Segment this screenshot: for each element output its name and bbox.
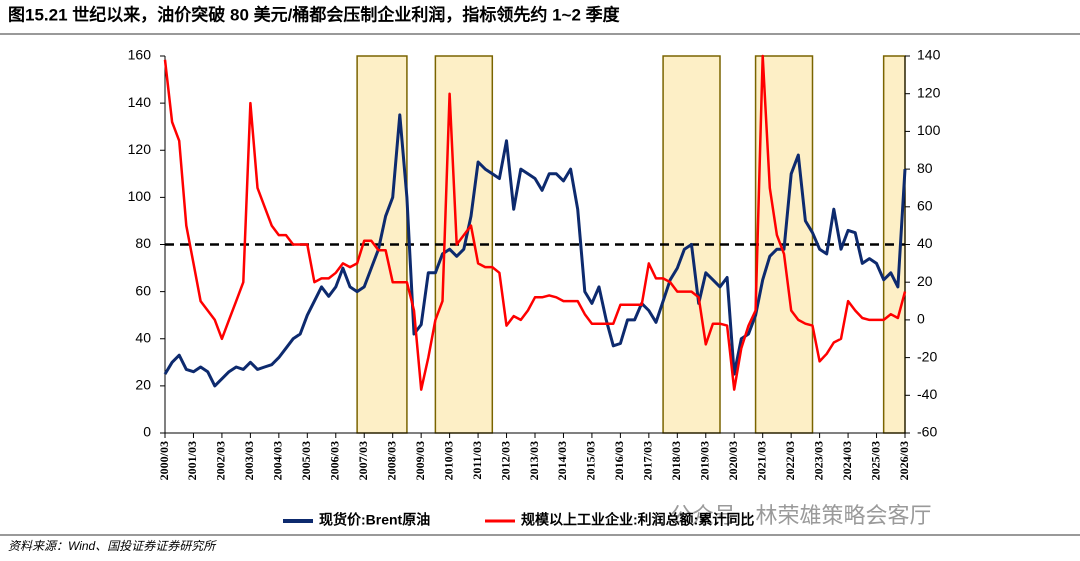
- y2-tick-label: -40: [917, 386, 937, 402]
- x-tick-label: 2006/03: [328, 441, 342, 480]
- y-tick-label: 40: [135, 329, 151, 345]
- x-tick-label: 2013/03: [527, 441, 541, 480]
- y-tick-label: 120: [128, 141, 152, 157]
- x-tick-label: 2004/03: [271, 441, 285, 480]
- y2-tick-label: 0: [917, 311, 925, 327]
- x-tick-label: 2012/03: [498, 441, 512, 480]
- watermark: 公众号 · 林荣雄策略会客厅: [670, 503, 932, 528]
- x-tick-label: 2014/03: [555, 441, 569, 480]
- y-tick-label: 20: [135, 377, 151, 393]
- x-tick-label: 2001/03: [185, 441, 199, 480]
- x-tick-label: 2022/03: [783, 441, 797, 480]
- y2-tick-label: 60: [917, 198, 933, 214]
- x-tick-label: 2023/03: [811, 441, 825, 480]
- x-tick-label: 2000/03: [157, 441, 171, 480]
- x-tick-label: 2007/03: [356, 441, 370, 480]
- x-tick-label: 2025/03: [868, 441, 882, 480]
- x-tick-label: 2019/03: [698, 441, 712, 480]
- legend-label: 现货价:Brent原油: [319, 512, 430, 528]
- x-tick-label: 2011/03: [470, 441, 484, 480]
- x-tick-label: 2020/03: [726, 441, 740, 480]
- x-tick-label: 2002/03: [214, 441, 228, 480]
- x-tick-label: 2016/03: [612, 441, 626, 480]
- y-tick-label: 140: [128, 94, 152, 110]
- y-tick-label: 60: [135, 282, 151, 298]
- y-tick-label: 0: [143, 424, 151, 440]
- chart-title: 图15.21 世纪以来，油价突破 80 美元/桶都会压制企业利润，指标领先约 1…: [8, 4, 621, 24]
- source-note: 资料来源：Wind、国投证券证券研究所: [8, 539, 217, 553]
- y2-tick-label: -20: [917, 348, 937, 364]
- x-tick-label: 2005/03: [299, 441, 313, 480]
- y2-tick-label: 120: [917, 84, 941, 100]
- x-tick-label: 2017/03: [641, 441, 655, 480]
- x-tick-label: 2024/03: [840, 441, 854, 480]
- y-tick-label: 80: [135, 235, 151, 251]
- x-tick-label: 2003/03: [242, 441, 256, 480]
- x-tick-label: 2009/03: [413, 441, 427, 480]
- y2-tick-label: 100: [917, 122, 941, 138]
- y2-tick-label: 140: [917, 47, 941, 63]
- y-tick-label: 100: [128, 188, 152, 204]
- y2-tick-label: 40: [917, 235, 933, 251]
- x-tick-label: 2008/03: [384, 441, 398, 480]
- y2-tick-label: -60: [917, 424, 937, 440]
- x-tick-label: 2010/03: [441, 441, 455, 480]
- x-tick-label: 2021/03: [754, 441, 768, 480]
- x-tick-label: 2015/03: [584, 441, 598, 480]
- x-tick-label: 2026/03: [897, 441, 911, 480]
- y-tick-label: 160: [128, 47, 152, 63]
- x-tick-label: 2018/03: [669, 441, 683, 480]
- series-line: [163, 54, 907, 391]
- legend-label: 规模以上工业企业:利润总额:累计同比: [521, 512, 754, 528]
- y2-tick-label: 80: [917, 160, 933, 176]
- y2-tick-label: 20: [917, 273, 933, 289]
